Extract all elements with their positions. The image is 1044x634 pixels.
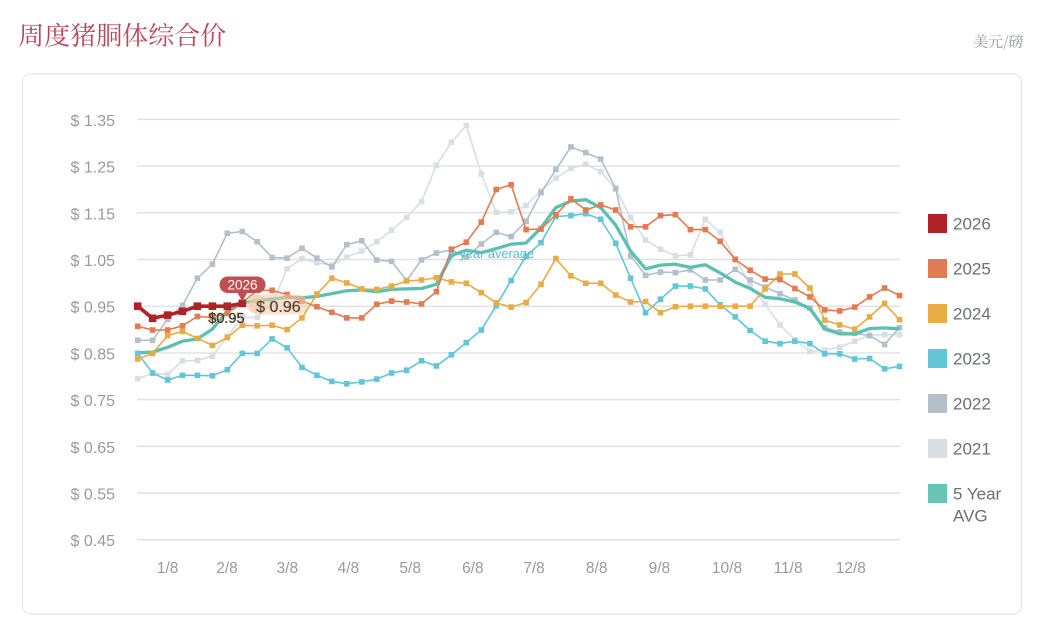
svg-text:$ 0.45: $ 0.45 [71, 533, 116, 550]
svg-text:5-year average: 5-year average [448, 246, 534, 261]
svg-text:1/8: 1/8 [157, 560, 179, 577]
svg-text:$0.95: $0.95 [208, 311, 244, 327]
svg-text:2022: 2022 [953, 395, 991, 414]
svg-text:8/8: 8/8 [586, 560, 608, 577]
svg-text:$ 0.75: $ 0.75 [71, 393, 116, 410]
svg-text:2026: 2026 [227, 278, 257, 293]
svg-text:5 Year: 5 Year [953, 485, 1002, 504]
svg-text:$ 0.55: $ 0.55 [71, 487, 116, 504]
svg-text:12/8: 12/8 [836, 560, 866, 577]
svg-text:6/8: 6/8 [462, 560, 484, 577]
svg-text:$ 0.96: $ 0.96 [255, 299, 300, 316]
svg-text:10/8: 10/8 [712, 560, 742, 577]
svg-text:AVG: AVG [953, 507, 988, 526]
svg-text:5/8: 5/8 [399, 560, 421, 577]
svg-text:11/8: 11/8 [774, 560, 803, 577]
svg-text:2/8: 2/8 [216, 560, 238, 577]
svg-text:$ 1.35: $ 1.35 [71, 113, 116, 130]
svg-text:$ 0.65: $ 0.65 [71, 440, 116, 457]
svg-text:2023: 2023 [953, 350, 991, 369]
svg-text:$0.95: $0.95 [207, 311, 243, 327]
svg-text:2021: 2021 [953, 440, 991, 459]
svg-text:$ 0.96: $ 0.96 [256, 299, 301, 316]
svg-text:2026: 2026 [953, 215, 991, 234]
svg-text:$ 1.15: $ 1.15 [71, 206, 116, 223]
svg-text:$ 1.05: $ 1.05 [71, 253, 116, 270]
svg-text:4/8: 4/8 [338, 560, 360, 577]
svg-text:$ 0.95: $ 0.95 [71, 300, 116, 317]
svg-text:$ 1.25: $ 1.25 [71, 160, 116, 177]
svg-text:$ 0.85: $ 0.85 [71, 346, 116, 363]
svg-text:7/8: 7/8 [523, 560, 545, 577]
svg-text:2025: 2025 [953, 260, 991, 279]
svg-text:9/8: 9/8 [649, 560, 671, 577]
svg-text:$0.95: $0.95 [208, 311, 244, 327]
svg-text:3/8: 3/8 [277, 560, 299, 577]
svg-text:2024: 2024 [953, 305, 991, 324]
